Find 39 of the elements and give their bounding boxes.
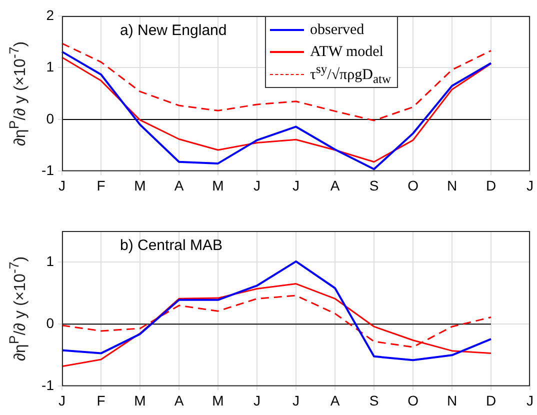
y-tick-label: 0 [46,110,54,126]
x-tick-label: J [58,177,66,194]
x-tick-label: J [58,392,66,408]
x-tick-label: J [292,177,300,194]
x-tick-label: A [330,177,340,194]
x-tick-label: J [526,392,534,408]
y-tick-label: -1 [42,162,54,178]
y-tick-label: 2 [46,6,54,23]
x-tick-label: A [174,392,184,408]
x-tick-label: S [369,392,379,408]
legend-label: ATW model [310,44,384,60]
x-tick-label: D [486,392,496,408]
x-tick-label: M [134,392,146,408]
x-tick-label: D [486,177,496,194]
x-tick-label: M [212,177,224,194]
y-tick-label: 1 [46,58,54,75]
x-tick-label: A [174,177,184,194]
x-tick-label: N [446,177,458,194]
x-tick-label: J [526,177,534,194]
x-tick-label: M [212,392,224,408]
x-tick-label: J [254,177,260,194]
chart-title: b) Central MAB [120,237,223,254]
legend-label: τ$^{sy}$/√πρgD$_{atw}$ [310,62,392,86]
x-tick-label: J [292,392,300,408]
x-tick-label: F [96,392,106,408]
line-series [61,42,492,122]
x-tick-label: F [96,177,106,194]
x-tick-label: A [330,392,340,408]
x-tick-label: N [446,392,458,408]
x-tick-label: J [254,392,260,408]
y-tick-label: 0 [46,314,54,331]
chart-title: a) New England [120,22,227,39]
y-tick-label: 1 [46,252,54,269]
x-tick-label: S [369,177,379,194]
legend-label: observed [310,22,364,38]
y-tick-label: -1 [42,377,54,394]
x-tick-label: O [408,177,419,194]
x-tick-label: M [134,177,146,194]
x-tick-label: O [408,392,419,408]
